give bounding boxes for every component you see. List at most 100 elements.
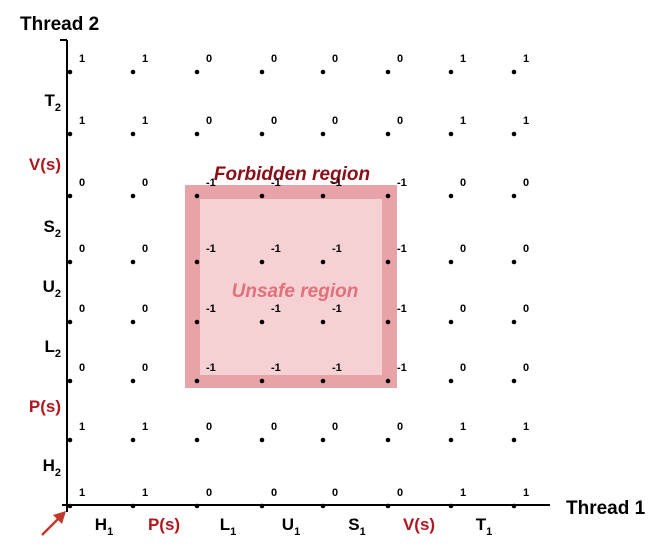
grid-point	[511, 378, 517, 384]
grid-value: -1	[271, 177, 281, 189]
grid-value: -1	[206, 243, 216, 255]
grid-point	[448, 131, 454, 137]
y-tick-label: L2	[44, 337, 61, 360]
grid-value: 0	[397, 53, 403, 65]
x-tick-labels: H1 P(s) L1 U1 S1 V(s) T1	[95, 515, 492, 538]
grid-point	[130, 259, 136, 265]
grid-value: -1	[397, 303, 407, 315]
grid-value: 0	[271, 115, 277, 127]
grid-value: 0	[142, 303, 148, 315]
grid-point	[194, 437, 200, 443]
grid-value: 0	[271, 421, 277, 433]
grid-point	[194, 131, 200, 137]
grid-point	[511, 193, 517, 199]
grid-point	[194, 193, 200, 199]
grid-point	[194, 319, 200, 325]
grid-value: 0	[206, 115, 212, 127]
grid-point	[320, 259, 326, 265]
grid-value: 1	[460, 53, 466, 65]
grid-point	[511, 131, 517, 137]
grid-value: 0	[332, 115, 338, 127]
grid-point	[385, 193, 391, 199]
grid-value: 0	[79, 243, 85, 255]
grid-value: 0	[142, 362, 148, 374]
grid-value: 0	[206, 487, 212, 499]
grid-point	[259, 193, 265, 199]
grid-value: 0	[79, 177, 85, 189]
grid-point	[67, 193, 73, 199]
y-tick-labels: H2 P(s) L2 U2 S2 V(s) T2	[29, 91, 61, 479]
unsafe-region	[200, 199, 382, 375]
grid-value: 1	[523, 421, 529, 433]
grid-value: 0	[142, 243, 148, 255]
grid-value: 1	[79, 53, 85, 65]
grid-point	[67, 69, 73, 75]
grid-point	[130, 193, 136, 199]
grid-point	[385, 503, 391, 509]
grid-value: 1	[523, 487, 529, 499]
grid-point	[194, 378, 200, 384]
grid-value: 0	[460, 243, 466, 255]
grid-value: 0	[460, 303, 466, 315]
grid-points: 1 1 0 0 0 0 1 1 1 1 0 0 0 0 1 1 0 0 -1 -1 -1 -1 0 0 0 0 -1 -1 -1 -1 0 0…	[67, 53, 529, 509]
grid-point	[511, 437, 517, 443]
grid-point	[448, 193, 454, 199]
grid-point	[320, 131, 326, 137]
grid-value: 1	[79, 421, 85, 433]
y-axis-title: Thread 2	[20, 14, 99, 35]
grid-point	[511, 69, 517, 75]
grid-point	[259, 503, 265, 509]
grid-point	[130, 131, 136, 137]
grid-value: 0	[271, 487, 277, 499]
grid-value: -1	[206, 303, 216, 315]
grid-point	[67, 259, 73, 265]
grid-value: 1	[460, 487, 466, 499]
grid-point	[130, 69, 136, 75]
grid-value: 1	[79, 115, 85, 127]
grid-point	[259, 378, 265, 384]
grid-point	[385, 259, 391, 265]
grid-point	[259, 319, 265, 325]
grid-point	[448, 319, 454, 325]
grid-value: 0	[397, 115, 403, 127]
grid-point	[511, 259, 517, 265]
y-tick-label: S2	[44, 217, 61, 240]
grid-point	[385, 437, 391, 443]
y-tick-label: V(s)	[29, 155, 61, 174]
grid-point	[511, 319, 517, 325]
x-tick-label: V(s)	[403, 515, 435, 534]
grid-point	[67, 131, 73, 137]
grid-value: 0	[523, 243, 529, 255]
grid-value: 0	[332, 487, 338, 499]
grid-point	[67, 319, 73, 325]
forbidden-region-label: Forbidden region	[214, 164, 370, 185]
x-axis-title: Thread 1	[566, 498, 646, 519]
grid-point	[194, 69, 200, 75]
grid-point	[194, 259, 200, 265]
grid-value: 0	[271, 53, 277, 65]
grid-value: 0	[142, 177, 148, 189]
grid-value: -1	[397, 243, 407, 255]
grid-value: 0	[460, 362, 466, 374]
x-tick-label: S1	[348, 515, 365, 538]
grid-point	[320, 319, 326, 325]
grid-point	[67, 437, 73, 443]
grid-value: 0	[332, 421, 338, 433]
grid-point	[130, 319, 136, 325]
grid-point	[320, 437, 326, 443]
grid-point	[130, 503, 136, 509]
grid-value: -1	[397, 362, 407, 374]
x-tick-label: U1	[282, 515, 300, 538]
grid-value: 0	[79, 362, 85, 374]
grid-value: 1	[460, 421, 466, 433]
grid-value: 0	[523, 303, 529, 315]
grid-point	[448, 378, 454, 384]
x-tick-label: H1	[95, 515, 113, 538]
grid-point	[385, 131, 391, 137]
grid-value: 1	[523, 53, 529, 65]
grid-point	[259, 131, 265, 137]
grid-value: 0	[206, 53, 212, 65]
grid-point	[385, 319, 391, 325]
grid-value: 0	[332, 53, 338, 65]
grid-point	[448, 437, 454, 443]
